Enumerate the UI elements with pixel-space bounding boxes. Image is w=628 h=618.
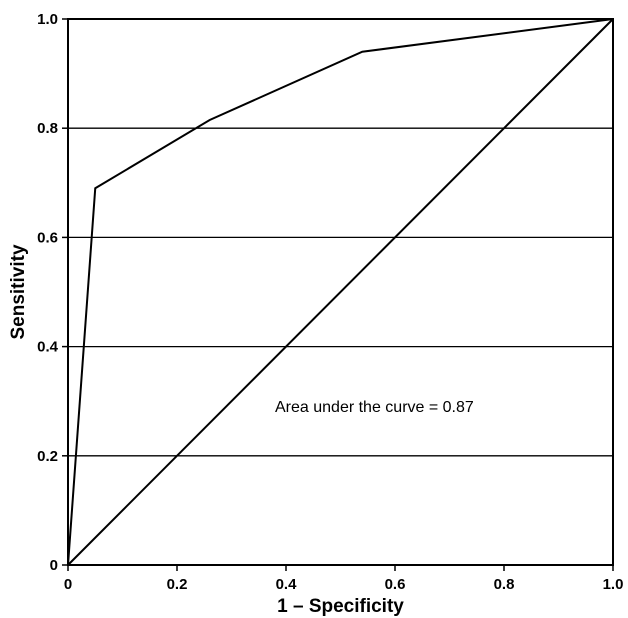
y-tick-label-0: 0 (50, 557, 58, 574)
y-tick-label-5: 1.0 (37, 11, 58, 28)
reference-diagonal (67, 18, 614, 566)
series-layer (67, 18, 614, 566)
x-tick-label-1: 0.2 (167, 576, 188, 593)
x-tick-label-3: 0.6 (385, 576, 406, 593)
x-tick-label-5: 1.0 (603, 576, 624, 593)
y-axis-ticks: 0 0.2 0.4 0.6 0.8 1.0 (37, 11, 68, 574)
y-tick-label-3: 0.6 (37, 229, 58, 246)
y-tick-label-1: 0.2 (37, 448, 58, 465)
y-tick-label-4: 0.8 (37, 120, 58, 137)
y-axis-title: Sensitivity (8, 244, 29, 339)
x-tick-label-4: 0.8 (494, 576, 515, 593)
x-axis-title: 1 – Specificity (277, 596, 404, 617)
plot-frame (67, 18, 614, 566)
x-axis-ticks: 0 0.2 0.4 0.6 0.8 1.0 (64, 565, 624, 593)
auc-annotation: Area under the curve = 0.87 (275, 399, 474, 416)
y-tick-label-2: 0.4 (37, 339, 59, 356)
x-tick-label-2: 0.4 (276, 576, 298, 593)
roc-curve (67, 18, 614, 566)
x-tick-label-0: 0 (64, 576, 72, 593)
gridlines (68, 127, 613, 457)
